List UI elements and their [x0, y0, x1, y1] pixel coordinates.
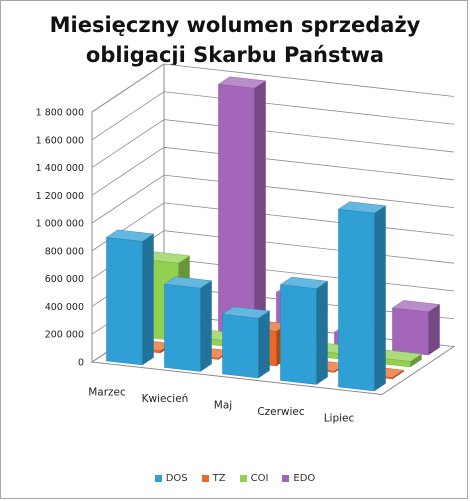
chart-title-line-1: Miesięczny wolumen sprzedaży	[49, 13, 421, 37]
legend-item-coi: COI	[239, 473, 269, 484]
bar-dos-czerwiec	[279, 276, 329, 385]
legend-swatch	[239, 475, 247, 482]
legend-swatch	[201, 475, 209, 482]
legend-label: COI	[250, 473, 269, 484]
bar-dos-maj	[221, 306, 271, 379]
legend-item-tz: TZ	[201, 473, 226, 484]
gridline	[91, 119, 455, 168]
gridline	[91, 63, 455, 113]
y-tick-label: 1 800 000	[36, 108, 84, 119]
x-tick-label: Lipiec	[324, 412, 355, 424]
gridline	[91, 174, 455, 224]
legend-label: TZ	[212, 473, 226, 484]
y-tick-label: 1 200 000	[36, 191, 84, 202]
chart-title: Miesięczny wolumen sprzedaży obligacji S…	[0, 10, 470, 70]
x-tick-label: Marzec	[88, 386, 126, 398]
bar-dos-marzec	[105, 229, 155, 366]
gridline	[91, 91, 455, 141]
gridline	[91, 146, 455, 196]
legend-label: DOS	[165, 473, 188, 484]
legend-label: EDO	[293, 473, 316, 484]
y-tick-label: 200 000	[45, 330, 84, 341]
y-tick-label: 1 000 000	[36, 219, 84, 230]
legend-swatch	[282, 475, 290, 482]
bar-dos-lipiec	[337, 201, 387, 392]
bar-dos-kwiecień	[163, 276, 213, 372]
legend-item-edo: EDO	[282, 473, 315, 484]
y-tick-label: 1 400 000	[36, 163, 84, 174]
y-tick-label: 400 000	[45, 302, 84, 313]
bar-edo-lipiec	[391, 300, 441, 356]
y-tick-label: 800 000	[45, 246, 84, 257]
bar-edo-kwiecień	[217, 76, 267, 336]
x-tick-label: Kwiecień	[142, 393, 189, 405]
y-tick-label: 1 600 000	[36, 135, 84, 146]
chart-legend: DOS TZ COI EDO	[0, 473, 470, 484]
legend-item-dos: DOS	[154, 473, 188, 484]
chart-title-line-2: obligacji Skarbu Państwa	[85, 43, 385, 67]
x-tick-label: Czerwiec	[257, 406, 305, 418]
bar-coi-lipiec	[373, 349, 423, 368]
y-tick-label: 0	[78, 358, 84, 369]
legend-swatch	[154, 475, 162, 482]
x-tick-label: Maj	[214, 399, 232, 411]
y-tick-label: 600 000	[45, 274, 84, 285]
